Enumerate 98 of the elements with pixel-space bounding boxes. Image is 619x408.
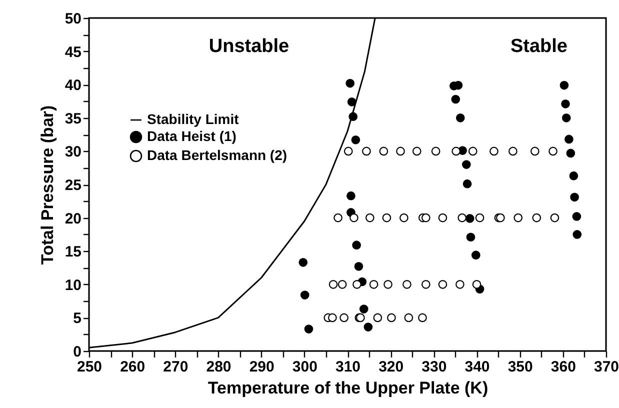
point — [404, 313, 414, 322]
point — [328, 313, 337, 322]
x-tick-label: 260 — [120, 358, 146, 376]
y-tick-label: 45 — [64, 44, 82, 61]
point — [570, 192, 579, 202]
x-tick-label: 370 — [594, 358, 619, 376]
x-tick-label: 250 — [76, 358, 102, 376]
point — [352, 240, 361, 250]
point — [351, 135, 360, 144]
point — [346, 191, 356, 200]
annotation: Unstable — [208, 36, 290, 57]
y-tick-label: 25 — [64, 177, 82, 194]
point — [379, 146, 388, 156]
point — [328, 280, 338, 289]
point — [354, 262, 364, 271]
point — [490, 146, 498, 156]
point — [572, 212, 582, 221]
point — [421, 280, 430, 289]
x-tick-label: 340 — [464, 358, 490, 376]
point — [362, 146, 371, 156]
x-tick-label: 290 — [249, 358, 274, 376]
point — [347, 98, 356, 106]
point — [468, 146, 478, 156]
point — [560, 80, 569, 90]
point — [402, 280, 412, 289]
point — [548, 146, 558, 156]
y-tick-label: 40 — [64, 77, 82, 94]
point — [462, 179, 472, 188]
point — [421, 213, 430, 222]
x-tick-label: 300 — [292, 358, 318, 376]
point — [462, 160, 471, 169]
x-tick-label: 270 — [163, 358, 188, 376]
point — [472, 280, 482, 289]
point — [382, 213, 392, 222]
point — [438, 213, 448, 222]
point — [334, 213, 342, 222]
point — [514, 213, 523, 222]
annotation: Stable — [510, 36, 568, 57]
point — [569, 171, 578, 180]
point — [400, 213, 408, 222]
point — [562, 113, 571, 122]
point — [418, 313, 427, 322]
y-tick-label: 30 — [64, 144, 82, 161]
point — [365, 213, 374, 222]
point — [412, 146, 422, 156]
x-tick-label: 350 — [508, 358, 533, 376]
x-tick-label: 310 — [335, 358, 361, 376]
point — [387, 313, 396, 322]
point — [346, 78, 355, 88]
point — [508, 146, 518, 156]
point — [465, 214, 474, 223]
y-tick-label: 20 — [64, 210, 82, 228]
point — [566, 148, 576, 158]
point — [572, 230, 582, 239]
point — [364, 322, 373, 332]
y-tick-label: 35 — [64, 110, 82, 128]
x-tick-label: 360 — [550, 358, 576, 376]
point — [350, 213, 358, 222]
x-axis-title: Temperature of the Upper Plate (K) — [208, 378, 488, 398]
point — [384, 280, 392, 289]
point — [369, 280, 378, 289]
point — [352, 280, 362, 289]
y-tick-label: 50 — [64, 10, 82, 28]
y-tick-label: 5 — [73, 310, 82, 328]
point — [438, 280, 448, 289]
point — [359, 304, 368, 314]
legend-label: Data Heist (1) — [147, 128, 236, 144]
point — [340, 313, 348, 322]
x-tick-label: 280 — [206, 358, 232, 376]
point — [471, 250, 480, 260]
point — [564, 134, 574, 144]
point — [431, 146, 440, 156]
point — [532, 213, 542, 222]
legend-label: Data Bertelsmann (2) — [147, 147, 288, 163]
y-tick-label: 0 — [73, 344, 82, 360]
point — [300, 290, 310, 300]
y-tick-label: 10 — [64, 276, 82, 294]
point — [452, 146, 460, 156]
point — [530, 146, 540, 156]
point — [304, 324, 314, 334]
point — [550, 213, 560, 222]
y-tick-label: 15 — [64, 244, 82, 261]
x-tick-label: 320 — [378, 358, 404, 376]
point — [456, 280, 464, 289]
point — [338, 280, 347, 289]
point — [373, 313, 382, 322]
x-tick-label: 330 — [422, 358, 447, 376]
point — [451, 94, 460, 104]
point — [456, 113, 465, 122]
y-axis-title: Total Pressure (bar) — [38, 105, 57, 265]
point — [396, 146, 405, 156]
point — [466, 232, 476, 242]
legend-label: Stability Limit — [147, 111, 240, 127]
point — [344, 146, 353, 156]
point — [561, 100, 570, 108]
point — [298, 258, 308, 267]
point — [475, 213, 484, 222]
point — [458, 213, 467, 222]
